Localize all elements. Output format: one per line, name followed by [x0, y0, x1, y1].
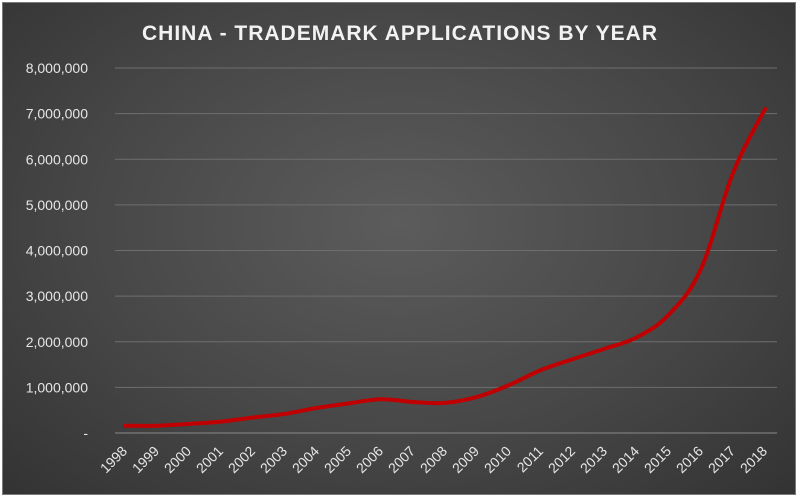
chart-title: CHINA - TRADEMARK APPLICATIONS BY YEAR — [142, 22, 658, 45]
y-tick-label: 4,000,000 — [26, 243, 88, 259]
x-tick-label: 2006 — [353, 443, 386, 476]
data-point — [667, 312, 671, 316]
x-tick-label: 2007 — [385, 443, 418, 476]
data-point — [635, 335, 639, 339]
y-tick-label: 7,000,000 — [26, 106, 88, 122]
y-axis-tick-labels: - 1,000,000 2,000,000 3,000,000 4,000,000 5,0… — [26, 60, 89, 441]
y-tick-label: 3,000,000 — [26, 288, 88, 304]
x-tick-label: 2002 — [225, 443, 258, 476]
x-tick-label: 2014 — [609, 443, 642, 476]
series-lines — [123, 107, 767, 428]
x-tick-label: 2017 — [705, 443, 738, 476]
y-tick-label: 2,000,000 — [26, 334, 88, 350]
x-tick-label: 2009 — [449, 443, 482, 476]
x-tick-label: 2001 — [193, 443, 226, 476]
y-tick-label: - — [83, 425, 88, 441]
x-tick-label: 2008 — [417, 443, 450, 476]
data-point — [123, 424, 127, 428]
x-tick-label: 2003 — [257, 443, 290, 476]
data-point — [379, 397, 383, 401]
x-tick-label: 2004 — [289, 443, 322, 476]
data-point — [571, 357, 575, 361]
data-point — [475, 395, 479, 399]
y-tick-label: 1,000,000 — [26, 379, 88, 395]
data-point — [219, 420, 223, 424]
data-point — [443, 401, 447, 405]
data-point — [251, 415, 255, 419]
data-point — [603, 347, 607, 351]
x-tick-label: 2018 — [737, 443, 770, 476]
y-tick-label: 8,000,000 — [26, 60, 88, 76]
data-point — [539, 368, 543, 372]
x-tick-label: 2000 — [161, 443, 194, 476]
x-axis-tick-labels: 1998199920002001200220032004200520062007… — [97, 443, 770, 476]
x-tick-label: 2010 — [481, 443, 514, 476]
x-tick-label: 2013 — [577, 443, 610, 476]
series-line — [123, 107, 767, 428]
data-point — [187, 422, 191, 426]
x-tick-label: 1999 — [129, 443, 162, 476]
x-tick-label: 2005 — [321, 443, 354, 476]
x-tick-label: 1998 — [97, 443, 130, 476]
x-tick-label: 2016 — [673, 443, 706, 476]
data-point — [411, 400, 415, 404]
y-tick-label: 6,000,000 — [26, 151, 88, 167]
data-point — [507, 383, 511, 387]
data-point — [763, 107, 767, 111]
x-tick-label: 2011 — [514, 443, 547, 476]
data-point — [699, 267, 703, 271]
data-point — [315, 406, 319, 410]
data-point — [347, 401, 351, 405]
x-tick-label: 2015 — [641, 443, 674, 476]
y-tick-label: 5,000,000 — [26, 197, 88, 213]
data-point — [155, 424, 159, 428]
data-point — [283, 412, 287, 416]
data-point — [731, 171, 735, 175]
x-tick-label: 2012 — [545, 443, 578, 476]
gridlines — [115, 67, 777, 434]
